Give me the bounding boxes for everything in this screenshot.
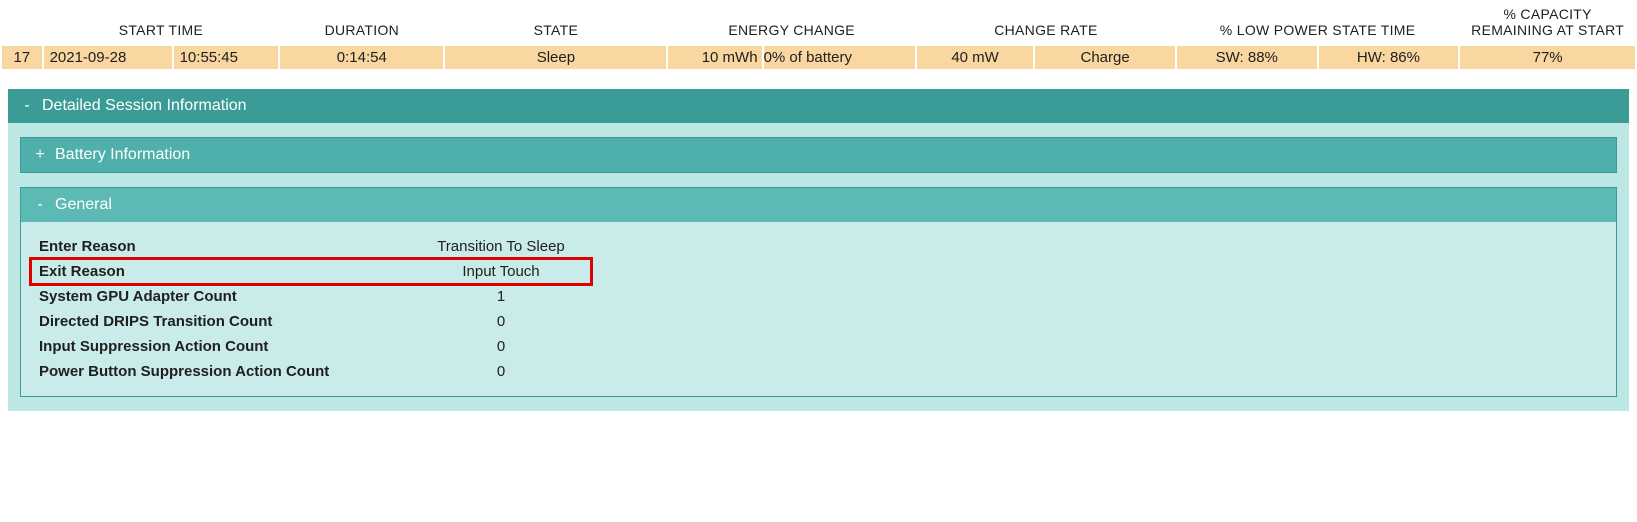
- col-state: STATE: [445, 2, 666, 44]
- cell-time: 10:55:45: [174, 46, 279, 69]
- col-energy-change: ENERGY CHANGE: [668, 2, 914, 44]
- kv-value: 0: [411, 309, 591, 334]
- battery-info-header[interactable]: + Battery Information: [21, 138, 1616, 172]
- cell-low-hw: HW: 86%: [1319, 46, 1459, 69]
- kv-row: Exit ReasonInput Touch: [31, 259, 591, 284]
- general-title: General: [55, 196, 112, 214]
- kv-key: Input Suppression Action Count: [31, 334, 411, 359]
- kv-value: 0: [411, 359, 591, 384]
- detailed-session-title: Detailed Session Information: [42, 97, 247, 115]
- kv-value: Input Touch: [411, 259, 591, 284]
- expand-icon: +: [35, 146, 45, 164]
- cell-state: Sleep: [445, 46, 666, 69]
- kv-key: System GPU Adapter Count: [31, 284, 411, 309]
- col-low-power: % LOW POWER STATE TIME: [1177, 2, 1458, 44]
- general-header[interactable]: - General: [21, 188, 1616, 222]
- kv-key: Directed DRIPS Transition Count: [31, 309, 411, 334]
- kv-row: System GPU Adapter Count1: [31, 284, 591, 309]
- col-start-time: START TIME: [44, 2, 279, 44]
- kv-row: Input Suppression Action Count0: [31, 334, 591, 359]
- cell-capacity: 77%: [1460, 46, 1635, 69]
- table-row[interactable]: 17 2021-09-28 10:55:45 0:14:54 Sleep 10 …: [2, 46, 1635, 69]
- cell-low-sw: SW: 88%: [1177, 46, 1317, 69]
- kv-row: Power Button Suppression Action Count0: [31, 359, 591, 384]
- kv-value: Transition To Sleep: [411, 234, 591, 259]
- col-change-rate: CHANGE RATE: [917, 2, 1175, 44]
- collapse-icon: -: [22, 97, 32, 115]
- battery-info-panel: + Battery Information: [20, 137, 1617, 173]
- cell-index: 17: [2, 46, 42, 69]
- collapse-icon: -: [35, 196, 45, 214]
- detailed-session-header[interactable]: - Detailed Session Information: [8, 89, 1629, 123]
- col-capacity: % CAPACITY REMAINING AT START: [1460, 2, 1635, 44]
- cell-rate-mw: 40 mW: [917, 46, 1033, 69]
- cell-duration: 0:14:54: [280, 46, 443, 69]
- session-summary-table: START TIME DURATION STATE ENERGY CHANGE …: [0, 0, 1637, 71]
- kv-value: 1: [411, 284, 591, 309]
- cell-energy-mwh: 10 mWh: [668, 46, 761, 69]
- kv-key: Exit Reason: [31, 259, 411, 284]
- kv-row: Enter ReasonTransition To Sleep: [31, 234, 591, 259]
- cell-date: 2021-09-28: [44, 46, 172, 69]
- cell-rate-dir: Charge: [1035, 46, 1175, 69]
- general-panel: - General Enter ReasonTransition To Slee…: [20, 187, 1617, 397]
- kv-row: Directed DRIPS Transition Count0: [31, 309, 591, 334]
- general-kv-table: Enter ReasonTransition To SleepExit Reas…: [31, 234, 591, 384]
- table-header-row: START TIME DURATION STATE ENERGY CHANGE …: [2, 2, 1635, 44]
- kv-key: Power Button Suppression Action Count: [31, 359, 411, 384]
- general-body: Enter ReasonTransition To SleepExit Reas…: [21, 222, 1616, 396]
- detailed-session-panel: - Detailed Session Information + Battery…: [8, 89, 1629, 411]
- kv-key: Enter Reason: [31, 234, 411, 259]
- cell-energy-pct: 0% of battery: [764, 46, 915, 69]
- kv-value: 0: [411, 334, 591, 359]
- col-duration: DURATION: [280, 2, 443, 44]
- battery-info-title: Battery Information: [55, 146, 190, 164]
